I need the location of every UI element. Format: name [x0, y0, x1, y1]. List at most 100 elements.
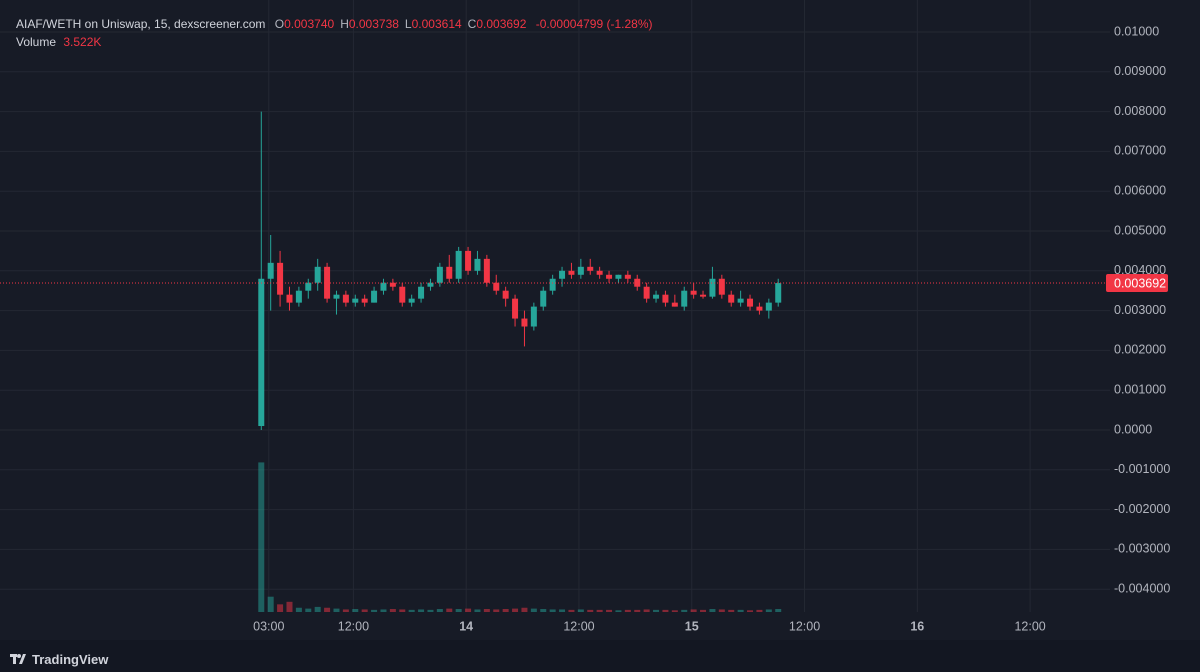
volume-bar [399, 609, 406, 612]
candle-body [333, 294, 340, 299]
candle-body [371, 290, 378, 303]
x-tick-label: 03:00 [253, 619, 284, 633]
volume-bar [418, 609, 425, 612]
x-tick-label: 16 [910, 619, 924, 633]
candle-body [446, 266, 453, 279]
candle-body [342, 294, 349, 303]
volume-bar [624, 609, 631, 612]
candle-body [540, 290, 547, 307]
volume-bar [389, 609, 396, 612]
candle-body [690, 290, 697, 295]
candle-body [577, 266, 584, 275]
volume-bar [286, 601, 293, 612]
candle-body [643, 286, 650, 299]
volume-bar [568, 609, 575, 612]
volume-bar [380, 609, 387, 612]
candle-body [747, 298, 754, 307]
volume-bar [596, 609, 603, 612]
candle-body [615, 274, 622, 279]
candle-body [258, 278, 265, 427]
volume-bar [540, 609, 547, 612]
volume-bar [521, 607, 528, 612]
y-tick-label: -0.001000 [1114, 462, 1170, 476]
candle-body [277, 262, 284, 295]
x-tick-label: 12:00 [338, 619, 369, 633]
volume-bar [314, 606, 321, 612]
volume-bar [634, 609, 641, 612]
candle-body [530, 306, 537, 327]
y-tick-label: 0.004000 [1114, 263, 1166, 277]
volume-bar [474, 609, 481, 612]
y-tick-label: 0.007000 [1114, 144, 1166, 158]
candle-body [624, 274, 631, 279]
volume-bar [577, 609, 584, 612]
candle-body [474, 258, 481, 271]
volume-bar [333, 608, 340, 612]
volume-bar [267, 596, 274, 612]
x-tick-label: 12:00 [563, 619, 594, 633]
candle-body [559, 270, 566, 279]
volume-bar [681, 609, 688, 612]
volume-bar [615, 610, 622, 612]
candle-body [408, 298, 415, 303]
volume-bar [700, 609, 707, 612]
volume-bar [718, 609, 725, 612]
volume-bar [690, 609, 697, 612]
legend-value: 0.003740 [284, 17, 335, 31]
y-tick-label: -0.004000 [1114, 581, 1170, 595]
y-tick-label: 0.002000 [1114, 343, 1166, 357]
candle-body [568, 270, 575, 275]
volume-bar [446, 608, 453, 612]
footer: TradingView [10, 649, 108, 669]
volume-bar [709, 609, 716, 612]
legend-key: O [274, 17, 285, 31]
candle-body [267, 262, 274, 279]
y-tick-label: 0.005000 [1114, 223, 1166, 237]
volume-name: Volume [16, 35, 57, 49]
volume-bar [371, 609, 378, 612]
volume-bar [662, 609, 669, 612]
legend-value: 0.003692 [476, 17, 527, 31]
candle-body [305, 282, 312, 291]
volume-bar [671, 610, 678, 612]
volume-bar [483, 609, 490, 612]
volume-bar [277, 604, 284, 612]
candle-body [512, 298, 519, 319]
volume-bar [765, 609, 772, 612]
last-price-box [1106, 274, 1168, 293]
brand: TradingView [32, 651, 109, 667]
candle-body [483, 258, 490, 283]
candle-body [465, 250, 472, 271]
candle-body [775, 283, 782, 303]
legend-key: L [404, 17, 412, 31]
volume-bar [737, 609, 744, 612]
last-price-label: 0.003692 [1114, 276, 1166, 290]
volume-bar [258, 462, 265, 612]
footer-bar [0, 640, 1200, 672]
volume-bar [512, 608, 519, 612]
y-tick-label: 0.009000 [1114, 64, 1166, 78]
y-tick-label: 0.006000 [1114, 183, 1166, 197]
x-tick-label: 15 [685, 619, 699, 633]
y-tick-label: 0.003000 [1114, 303, 1166, 317]
candle-body [718, 278, 725, 295]
legend-row: Volume 3.522K [16, 33, 653, 51]
candle-body [756, 306, 763, 311]
candle-body [399, 286, 406, 303]
candle-body [549, 278, 556, 291]
volume-value: 3.522K [63, 35, 102, 49]
candle-body [436, 266, 443, 283]
candle-body [521, 318, 528, 327]
y-tick-label: 0.008000 [1114, 104, 1166, 118]
volume-bar [436, 609, 443, 612]
y-tick-label: 0.0000 [1114, 422, 1152, 436]
volume-bar [493, 609, 500, 612]
volume-bar [559, 609, 566, 612]
candle-body [681, 290, 688, 307]
symbol: AIAF/WETH on Uniswap, 15, dexscreener.co… [16, 17, 266, 31]
candle-body [765, 302, 772, 311]
candle-body [587, 266, 594, 271]
legend: AIAF/WETH on Uniswap, 15, dexscreener.co… [16, 15, 653, 51]
volume-bar [747, 610, 754, 612]
